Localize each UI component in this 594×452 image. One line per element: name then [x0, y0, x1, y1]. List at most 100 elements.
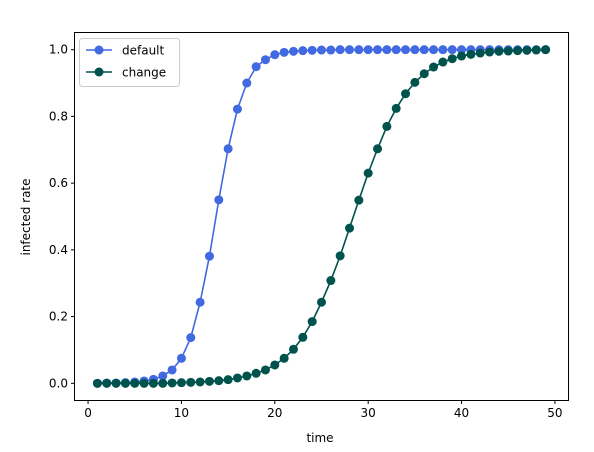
series-change [92, 45, 551, 388]
data-point-change [475, 48, 485, 58]
data-point-change [92, 378, 102, 388]
x-tick-label: 40 [454, 406, 469, 420]
data-point-change [279, 353, 289, 363]
data-point-change [270, 360, 280, 370]
data-point-change [401, 89, 411, 99]
data-point-change [223, 375, 233, 385]
data-point-change [317, 297, 326, 307]
plot-area-frame [74, 32, 569, 401]
data-point-default [195, 297, 205, 307]
data-point-default [307, 45, 317, 55]
legend: default change [79, 38, 180, 87]
data-point-default [223, 144, 233, 154]
data-point-default [410, 45, 420, 55]
data-point-default [345, 45, 355, 55]
data-point-default [419, 45, 429, 55]
data-point-change [410, 77, 420, 87]
legend-item-default: default [86, 44, 165, 58]
data-point-change [354, 195, 364, 205]
y-tick-label: 0.2 [49, 310, 68, 324]
data-point-change [429, 62, 439, 72]
data-point-default [447, 45, 457, 55]
x-tick-label: 10 [174, 406, 189, 420]
data-point-change [158, 378, 168, 388]
data-point-change [466, 49, 476, 59]
data-point-change [335, 251, 345, 261]
data-point-default [373, 45, 383, 55]
data-point-change [102, 378, 112, 388]
data-point-change [373, 144, 383, 154]
data-point-change [307, 317, 317, 327]
data-point-default [176, 353, 186, 363]
x-tick-label: 0 [84, 406, 92, 420]
data-point-change [120, 378, 130, 388]
data-point-change [494, 46, 504, 56]
data-point-default [401, 45, 411, 55]
data-point-change [214, 376, 224, 386]
x-tick-label: 30 [361, 406, 376, 420]
data-point-change [438, 57, 448, 67]
data-point-default [242, 78, 252, 88]
legend-label: change [122, 66, 166, 80]
y-tick-label: 0.4 [49, 243, 68, 257]
data-point-default [214, 195, 224, 205]
data-point-change [148, 378, 158, 388]
data-point-default [279, 47, 289, 57]
data-point-change [447, 54, 457, 64]
data-point-change [298, 332, 308, 342]
x-axis-label: time [306, 431, 333, 445]
data-point-default [251, 62, 261, 72]
data-point-change [195, 377, 205, 387]
y-axis-label: infected rate [19, 178, 33, 255]
data-point-change [531, 45, 541, 55]
data-point-default [317, 45, 326, 55]
data-point-default [204, 251, 214, 261]
data-point-default [298, 46, 308, 56]
data-point-default [326, 45, 336, 55]
data-point-default [382, 45, 392, 55]
data-point-change [391, 103, 401, 113]
data-point-change [204, 376, 214, 386]
data-point-change [251, 368, 261, 378]
legend-label: default [122, 44, 165, 58]
y-tick-label: 0.0 [49, 376, 68, 390]
data-point-change [130, 378, 140, 388]
data-point-change [288, 344, 298, 354]
data-point-change [419, 69, 429, 79]
series-layer [92, 45, 551, 388]
data-point-default [429, 45, 439, 55]
data-point-change [513, 46, 523, 56]
data-point-default [186, 333, 196, 343]
data-point-change [345, 223, 355, 233]
data-point-default [335, 45, 345, 55]
data-point-default [363, 45, 373, 55]
x-tick-label: 50 [547, 406, 562, 420]
data-point-default [270, 50, 280, 60]
data-point-change [139, 378, 149, 388]
data-point-change [522, 45, 532, 55]
y-tick-label: 1.0 [49, 43, 68, 57]
data-point-change [260, 365, 270, 375]
data-point-change [167, 378, 177, 388]
data-point-change [363, 168, 373, 178]
data-point-change [111, 378, 121, 388]
x-axis: 0 10 20 30 40 50 [84, 400, 563, 420]
data-point-default [167, 365, 177, 375]
legend-item-change: change [86, 66, 166, 80]
legend-marker [94, 45, 104, 55]
y-tick-label: 0.6 [49, 176, 68, 190]
legend-marker [94, 67, 104, 77]
data-point-default [288, 46, 298, 56]
y-tick-label: 0.8 [49, 109, 68, 123]
data-point-change [457, 51, 467, 61]
data-point-change [232, 373, 242, 383]
y-axis: 0.0 0.2 0.4 0.6 0.8 1.0 [49, 43, 75, 390]
data-point-change [326, 276, 336, 286]
data-point-default [438, 45, 448, 55]
x-tick-label: 20 [267, 406, 282, 420]
data-point-change [541, 45, 551, 55]
data-point-change [503, 46, 513, 56]
data-point-change [382, 121, 392, 131]
data-point-change [176, 378, 186, 388]
